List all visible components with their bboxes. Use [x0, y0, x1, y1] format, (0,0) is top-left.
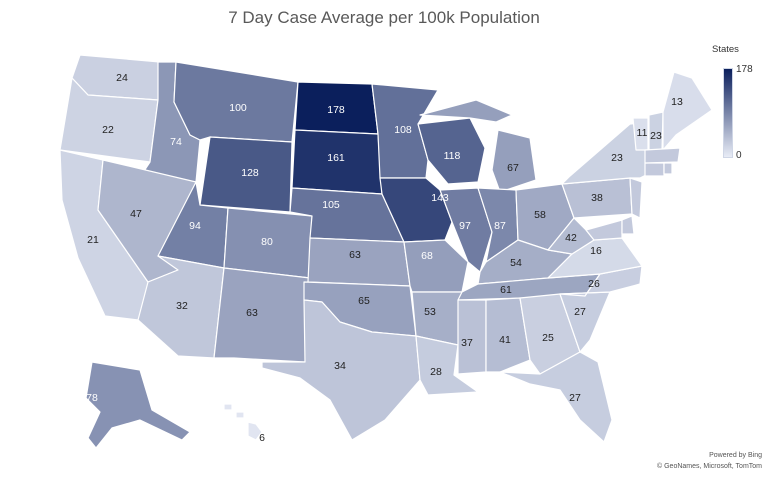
state-nm[interactable] — [213, 267, 311, 363]
value-label-wi: 118 — [444, 150, 461, 162]
state-al[interactable] — [485, 297, 531, 373]
value-label-vt: 11 — [637, 127, 648, 139]
value-label-mi: 67 — [507, 162, 519, 174]
state-me[interactable] — [662, 71, 713, 151]
value-label-me: 13 — [671, 96, 683, 108]
value-label-or: 22 — [102, 124, 114, 136]
value-label-ne: 105 — [322, 199, 340, 211]
credit-sources: © GeoNames, Microsoft, TomTom — [657, 463, 762, 470]
value-label-tx: 34 — [334, 360, 346, 372]
value-label-il: 97 — [459, 220, 471, 232]
state-ak[interactable] — [85, 361, 191, 449]
state-mo[interactable] — [403, 239, 469, 293]
value-label-id: 74 — [170, 136, 182, 148]
state-ms[interactable] — [457, 299, 487, 375]
value-label-ky: 54 — [510, 257, 522, 269]
value-label-al: 41 — [499, 334, 511, 346]
value-label-sd: 161 — [327, 152, 345, 164]
credit-powered-by: Powered by Bing — [709, 452, 762, 459]
value-label-mt: 100 — [229, 102, 247, 114]
state-ia[interactable] — [379, 177, 453, 243]
value-label-ak: 78 — [86, 392, 98, 404]
legend-gradient-bar — [723, 68, 733, 158]
value-label-ks: 63 — [349, 249, 361, 261]
state-ct[interactable] — [644, 162, 665, 177]
state-nj[interactable] — [629, 177, 643, 219]
value-label-wa: 24 — [116, 72, 128, 84]
state-de[interactable] — [621, 215, 635, 235]
value-label-co: 80 — [261, 236, 273, 248]
value-label-nv: 47 — [130, 208, 142, 220]
value-label-wv: 42 — [565, 232, 577, 244]
value-label-nh: 23 — [650, 130, 662, 142]
map-title: 7 Day Case Average per 100k Population — [228, 8, 540, 27]
state-mi[interactable] — [419, 99, 537, 193]
value-label-fl: 27 — [569, 392, 581, 404]
state-hi[interactable] — [223, 403, 263, 441]
value-label-ok: 65 — [358, 295, 370, 307]
legend-min-label: 0 — [736, 150, 742, 161]
state-tx[interactable] — [261, 299, 421, 441]
value-label-ga: 25 — [542, 332, 554, 344]
value-label-nm: 63 — [246, 307, 258, 319]
state-mn[interactable] — [371, 83, 439, 179]
value-label-oh: 58 — [534, 209, 546, 221]
value-label-ia: 143 — [431, 192, 449, 204]
value-label-mn: 108 — [394, 124, 412, 136]
value-label-va: 16 — [590, 245, 602, 257]
value-label-pa: 38 — [591, 192, 603, 204]
state-ks[interactable] — [307, 237, 411, 287]
value-label-la: 28 — [430, 366, 442, 378]
value-label-ms: 37 — [461, 337, 473, 349]
value-label-nd: 178 — [327, 104, 345, 116]
value-label-tn: 61 — [500, 284, 512, 296]
value-label-az: 32 — [176, 300, 188, 312]
value-label-wy: 128 — [241, 167, 259, 179]
value-label-in: 87 — [494, 220, 506, 232]
value-label-sc: 27 — [574, 306, 586, 318]
value-label-ar: 53 — [424, 306, 436, 318]
state-ri[interactable] — [663, 162, 673, 175]
state-fl[interactable] — [499, 351, 613, 443]
value-label-ny: 23 — [611, 152, 623, 164]
value-label-ut: 94 — [189, 220, 201, 232]
value-label-nc: 26 — [588, 278, 600, 290]
value-label-ca: 21 — [87, 234, 99, 246]
value-label-hi: 6 — [259, 432, 265, 444]
legend-max-label: 178 — [736, 64, 753, 75]
value-label-mo: 68 — [421, 250, 433, 262]
state-md[interactable] — [585, 219, 623, 241]
state-ma[interactable] — [644, 147, 681, 164]
legend-title: States — [712, 44, 739, 55]
